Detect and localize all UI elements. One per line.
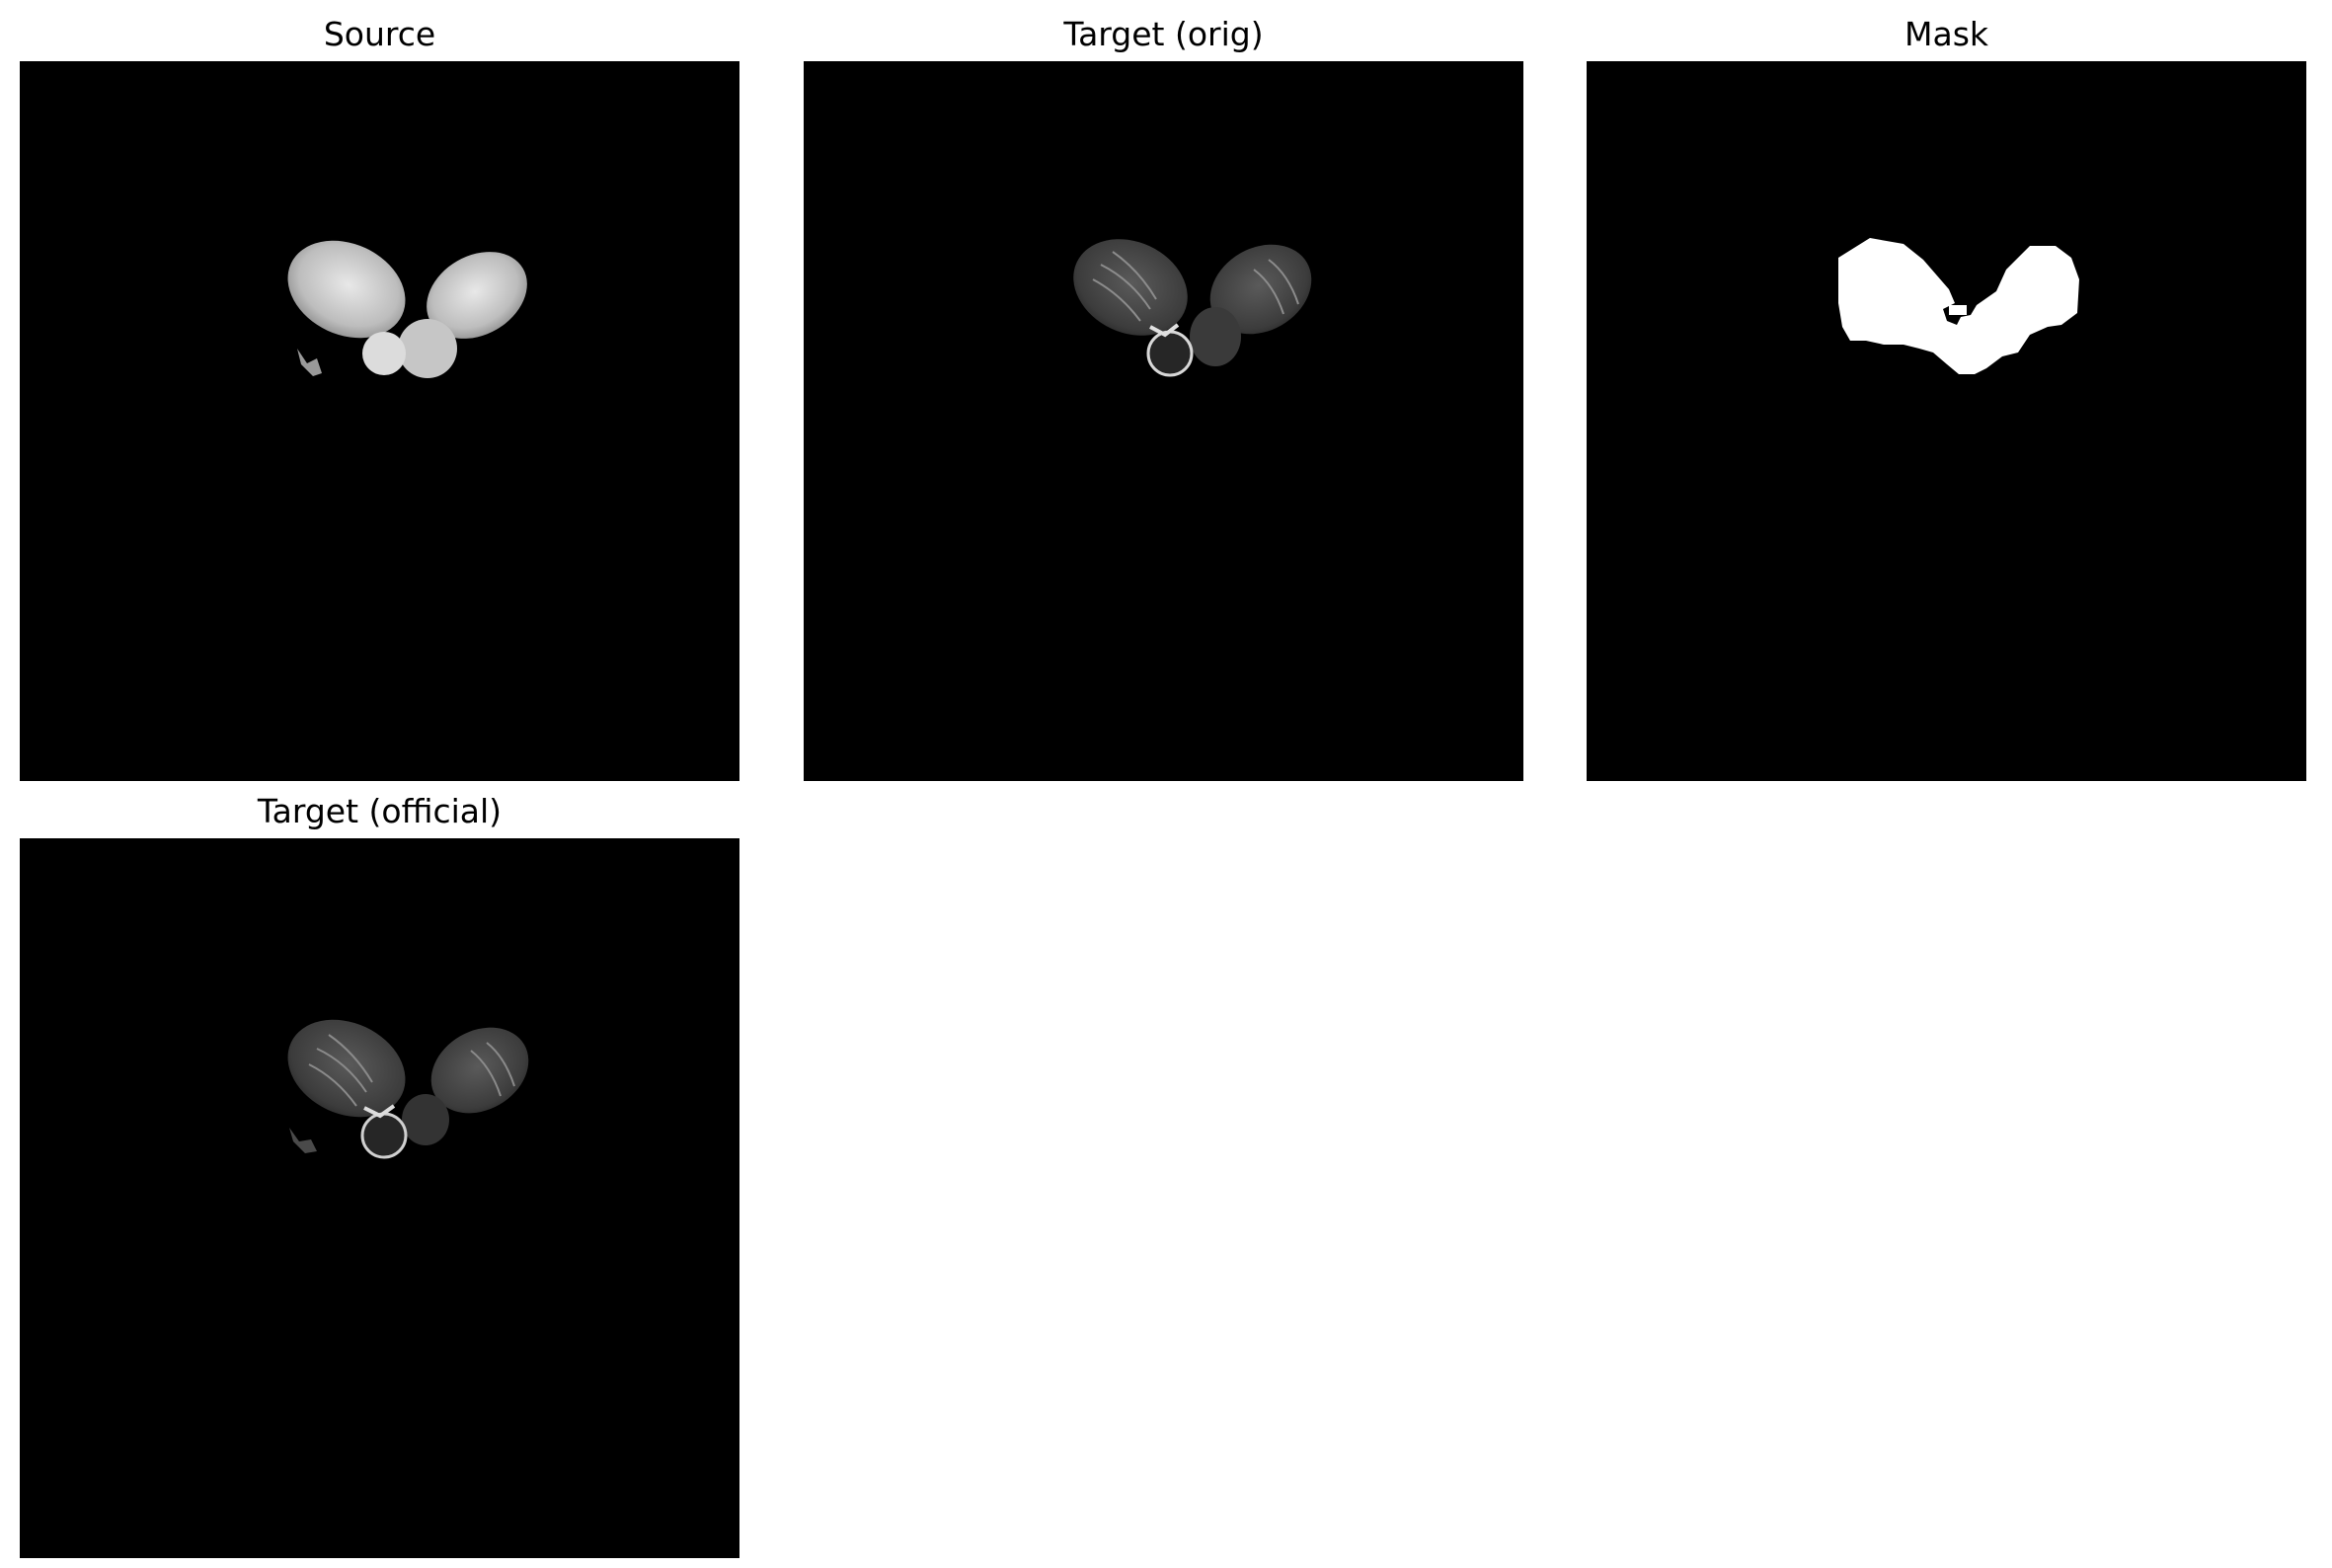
mask-region <box>1838 238 2079 374</box>
target-official-scan <box>21 839 738 1557</box>
mask-image <box>1587 61 2306 781</box>
target-official-tissue <box>287 1019 529 1159</box>
source-image <box>20 61 739 781</box>
target-orig-scan <box>805 62 1522 780</box>
target-orig-image <box>804 61 1523 781</box>
target-official-image <box>20 838 739 1558</box>
panel-title: Target (official) <box>257 792 503 830</box>
mask-shape <box>1588 62 2305 780</box>
panel-title: Target (orig) <box>1063 15 1264 53</box>
target-orig-tissue <box>1073 239 1312 377</box>
source-scan <box>21 62 738 780</box>
source-tissue <box>287 240 527 378</box>
panel-title: Source <box>323 15 436 53</box>
panel-title: Mask <box>1904 15 1988 53</box>
